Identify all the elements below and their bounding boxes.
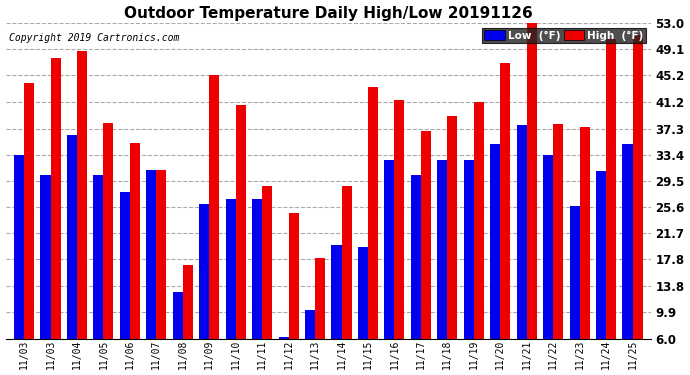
Bar bbox=[342, 186, 352, 339]
Bar bbox=[368, 87, 378, 339]
Bar bbox=[146, 170, 157, 339]
Bar bbox=[14, 155, 24, 339]
Bar bbox=[41, 175, 50, 339]
Bar bbox=[437, 160, 447, 339]
Bar bbox=[395, 100, 404, 339]
Bar bbox=[209, 75, 219, 339]
Bar bbox=[464, 160, 474, 339]
Title: Outdoor Temperature Daily High/Low 20191126: Outdoor Temperature Daily High/Low 20191… bbox=[124, 6, 533, 21]
Bar bbox=[331, 244, 342, 339]
Bar bbox=[606, 39, 616, 339]
Bar bbox=[252, 199, 262, 339]
Bar bbox=[120, 192, 130, 339]
Bar bbox=[262, 186, 273, 339]
Bar bbox=[633, 35, 642, 339]
Bar bbox=[596, 171, 606, 339]
Bar bbox=[526, 23, 537, 339]
Bar bbox=[77, 51, 87, 339]
Bar bbox=[358, 247, 368, 339]
Bar bbox=[580, 126, 590, 339]
Bar bbox=[421, 130, 431, 339]
Bar bbox=[447, 117, 457, 339]
Bar bbox=[172, 292, 183, 339]
Text: Copyright 2019 Cartronics.com: Copyright 2019 Cartronics.com bbox=[9, 33, 179, 43]
Bar bbox=[130, 143, 140, 339]
Bar bbox=[183, 265, 193, 339]
Bar bbox=[104, 123, 113, 339]
Bar bbox=[474, 102, 484, 339]
Bar bbox=[384, 160, 395, 339]
Bar bbox=[622, 144, 633, 339]
Legend: Low  (°F), High  (°F): Low (°F), High (°F) bbox=[482, 28, 646, 43]
Bar bbox=[24, 83, 34, 339]
Bar bbox=[67, 135, 77, 339]
Bar bbox=[500, 63, 511, 339]
Bar bbox=[517, 125, 526, 339]
Bar bbox=[490, 144, 500, 339]
Bar bbox=[411, 175, 421, 339]
Bar bbox=[315, 258, 325, 339]
Bar bbox=[288, 213, 299, 339]
Bar bbox=[157, 170, 166, 339]
Bar bbox=[226, 199, 236, 339]
Bar bbox=[236, 105, 246, 339]
Bar bbox=[553, 124, 563, 339]
Bar bbox=[279, 337, 288, 339]
Bar bbox=[543, 155, 553, 339]
Bar bbox=[199, 204, 209, 339]
Bar bbox=[305, 310, 315, 339]
Bar bbox=[569, 206, 580, 339]
Bar bbox=[93, 175, 104, 339]
Bar bbox=[50, 58, 61, 339]
